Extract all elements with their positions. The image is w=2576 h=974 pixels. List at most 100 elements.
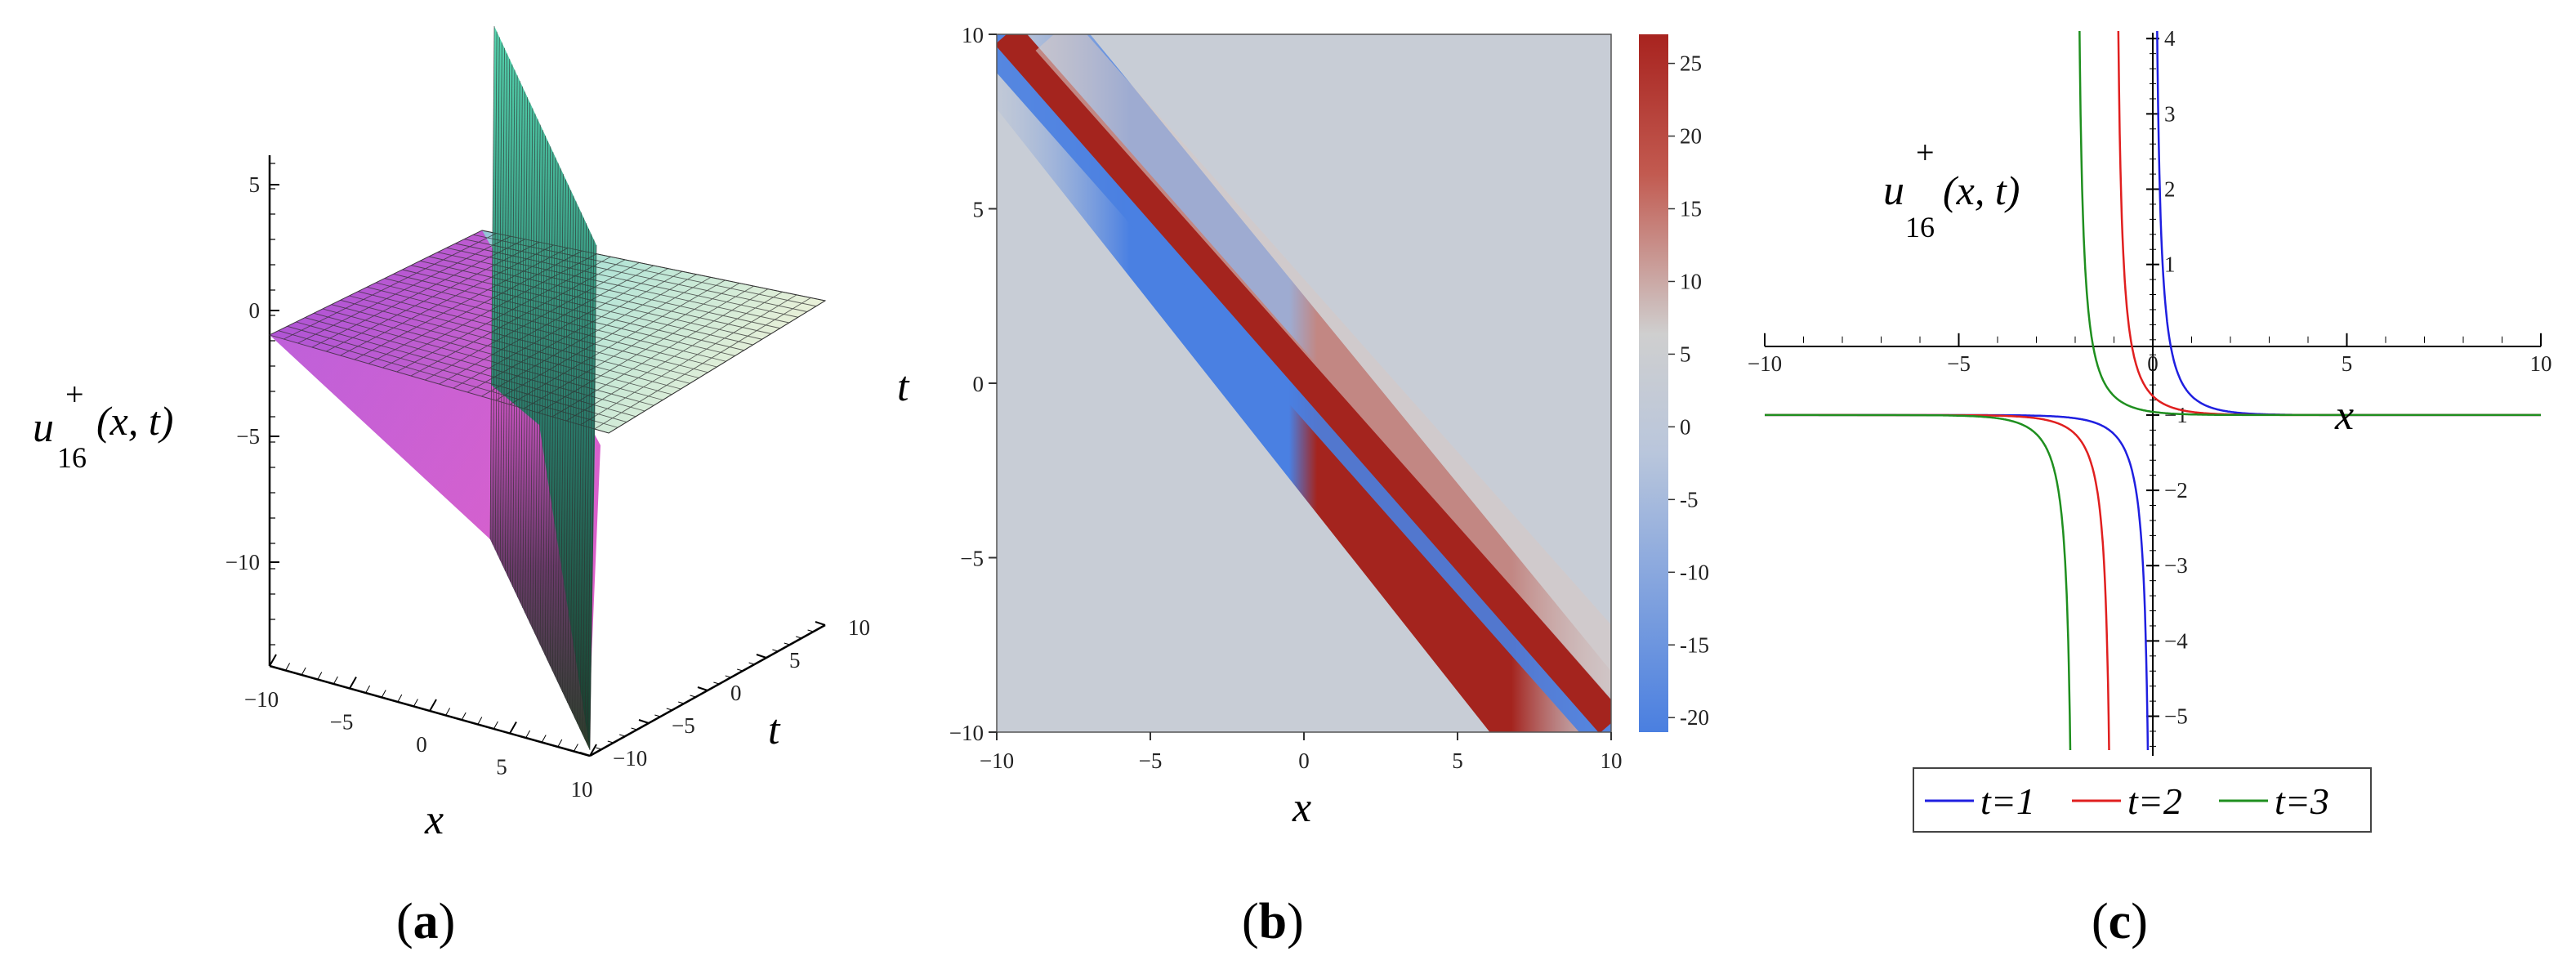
x-tick-label: 0 xyxy=(416,732,427,757)
mesh-line xyxy=(549,157,556,666)
mesh-line xyxy=(565,190,572,698)
z-tick-label: 0 xyxy=(249,298,261,323)
t-minor-tick xyxy=(583,753,591,757)
x-minor-tick xyxy=(429,703,435,712)
y-tick-label: −10 xyxy=(949,721,984,745)
x-tick-label: −5 xyxy=(1947,351,1971,376)
y-tick-label: 10 xyxy=(962,23,984,47)
mesh-line xyxy=(537,130,543,640)
mesh-line xyxy=(569,201,577,708)
t-minor-tick xyxy=(642,721,650,724)
mesh-line xyxy=(494,37,500,550)
y-axis-label-args: (x, t) xyxy=(1943,168,2020,213)
x-minor-tick xyxy=(493,721,498,730)
colorbar-tick-label: -5 xyxy=(1680,487,1699,512)
mesh-line xyxy=(580,294,797,426)
x-minor-tick xyxy=(477,717,483,725)
y-tick-label: 2 xyxy=(2164,177,2176,202)
colorbar-tick-label: 25 xyxy=(1680,51,1702,76)
mesh-line xyxy=(529,114,536,624)
x-minor-tick xyxy=(301,667,306,676)
mesh-line xyxy=(522,97,529,608)
colorbar-ticks: 25 20 15 10 5 0 -5 -10 -15 -20 xyxy=(1668,51,1709,730)
colorbar-tick-label: 0 xyxy=(1680,414,1691,439)
x-tick-label: 5 xyxy=(2342,351,2353,376)
mesh-line xyxy=(577,217,584,724)
y-tick-label: −5 xyxy=(960,547,984,571)
colorbar-tick-label: -10 xyxy=(1680,560,1709,584)
t-tick-label: 0 xyxy=(730,681,742,705)
x-minor-tick xyxy=(445,708,451,716)
mesh-line xyxy=(527,108,534,619)
x-minor-tick xyxy=(589,748,595,757)
heatmap-band-haze xyxy=(1035,34,1611,695)
x-tick-label: −10 xyxy=(980,748,1014,773)
x-tick-label: 5 xyxy=(1452,748,1463,773)
surface-drop-sheet xyxy=(490,384,590,750)
mesh-line xyxy=(560,179,566,687)
x-tick-label: 0 xyxy=(1298,748,1310,773)
mesh-line xyxy=(574,212,582,719)
t-minor-tick xyxy=(690,695,696,698)
mesh-line xyxy=(532,118,538,629)
x-minor-tick xyxy=(413,699,418,707)
series-curves xyxy=(1765,31,2541,750)
mesh-line xyxy=(517,86,523,597)
colorbar-tick-label: -15 xyxy=(1680,632,1709,657)
legend-label-t3: t=3 xyxy=(2275,780,2329,822)
mesh-line xyxy=(572,207,579,713)
caption-a: (a) xyxy=(396,894,455,949)
x-minor-tick xyxy=(461,712,467,721)
t-axis-label: t xyxy=(768,707,781,753)
x-minor-tick xyxy=(285,663,291,671)
y-axis-ticks: 10 5 0 −5 −10 xyxy=(949,23,997,745)
mesh-line xyxy=(499,47,505,561)
t-minor-tick xyxy=(784,642,790,646)
series-line-t2 xyxy=(2117,31,2541,417)
mesh-line xyxy=(567,195,574,703)
x-minor-tick xyxy=(397,694,403,703)
z-tick-label: 5 xyxy=(249,172,261,197)
x-minor-tick xyxy=(557,739,563,748)
legend-label-t2: t=2 xyxy=(2127,780,2182,822)
mesh-line xyxy=(551,163,559,672)
heatmap-band-red xyxy=(997,34,1611,732)
t-axis-ticks: −10 −5 0 5 10 xyxy=(579,615,870,771)
mesh-line xyxy=(556,173,564,682)
mesh-line xyxy=(554,168,561,677)
t-minor-tick xyxy=(737,668,743,672)
mesh-line xyxy=(539,135,546,646)
x-tick-label: 10 xyxy=(571,777,593,802)
t-minor-tick xyxy=(807,629,814,632)
caption-b: (b) xyxy=(1242,894,1304,949)
colorbar-tick-label: -20 xyxy=(1680,705,1709,730)
mesh-line xyxy=(455,243,798,318)
colorbar-tick-label: 10 xyxy=(1680,269,1702,293)
z-axis-label-args: (x, t) xyxy=(96,398,173,444)
mesh-line xyxy=(512,75,518,588)
panel-b-heatmap: −10 −5 0 5 10 10 5 0 −5 −10 25 20 15 10 5 0 -5 -10 -15 -2… xyxy=(897,23,1709,949)
z-tick-label: −5 xyxy=(236,424,260,449)
x-minor-tick xyxy=(381,690,386,698)
x-minor-tick xyxy=(541,735,547,743)
y-tick-label: 3 xyxy=(2164,101,2176,126)
mesh-line xyxy=(587,239,595,745)
surface-mesh xyxy=(269,25,826,751)
x-tick-label: −10 xyxy=(244,687,279,712)
t-minor-tick xyxy=(796,636,802,639)
legend-label-t1: t=1 xyxy=(1980,780,2035,822)
t-minor-tick xyxy=(819,623,826,626)
z-axis-label-sub: 16 xyxy=(57,441,87,474)
z-axis-label-u: u xyxy=(33,404,54,451)
x-minor-tick xyxy=(525,730,531,739)
mesh-line xyxy=(584,234,592,740)
t-minor-tick xyxy=(748,662,755,665)
mesh-line xyxy=(594,297,811,430)
x-axis-label: x xyxy=(1292,784,1311,831)
caption-c: (c) xyxy=(2092,894,2148,949)
mesh-line xyxy=(525,102,531,614)
